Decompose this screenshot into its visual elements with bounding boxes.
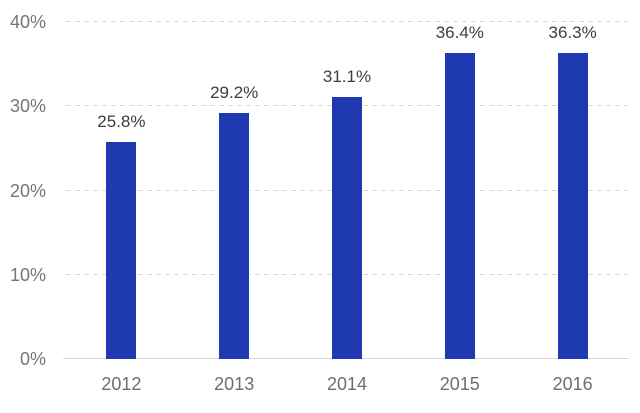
y-tick-label: 30% <box>9 96 46 117</box>
bar <box>331 96 362 359</box>
y-tick-label: 0% <box>19 349 46 369</box>
bar <box>557 53 588 359</box>
y-tick-label: 40% <box>9 12 46 32</box>
gridline <box>66 21 628 22</box>
x-tick-label: 2013 <box>214 374 255 394</box>
y-axis: 0% 10% 20% 30% 40% <box>0 12 50 369</box>
bar-value-label: 36.3% <box>548 23 597 43</box>
bar-group: 31.1% <box>291 22 404 359</box>
bar-value-label: 36.4% <box>435 23 484 42</box>
plot-area: 25.8% 29.2% 31.1% 36.4% 36.3% <box>63 21 629 359</box>
x-tick-label: 2015 <box>439 374 480 394</box>
bar-value-label: 31.1% <box>322 66 372 86</box>
bar-group: 29.2% <box>178 22 291 359</box>
bar <box>106 141 137 359</box>
bar-columns: 25.8% 29.2% 31.1% 36.4% 36.3% <box>65 22 629 359</box>
bar-value-label: 25.8% <box>97 111 146 131</box>
bar-group: 36.3% <box>516 22 629 359</box>
bar <box>219 113 250 359</box>
bar-group: 25.8% <box>65 22 178 359</box>
bar-group: 36.4% <box>403 22 516 359</box>
bar <box>444 53 475 359</box>
x-axis: 2012 2013 2014 2015 2016 <box>65 372 629 396</box>
x-tick-label: 2014 <box>326 374 368 394</box>
x-tick-label: 2012 <box>101 374 142 394</box>
y-tick-label: 10% <box>9 264 46 285</box>
x-tick-label: 2016 <box>552 374 593 394</box>
y-tick-label: 20% <box>9 180 46 201</box>
bar-value-label: 29.2% <box>210 83 259 102</box>
